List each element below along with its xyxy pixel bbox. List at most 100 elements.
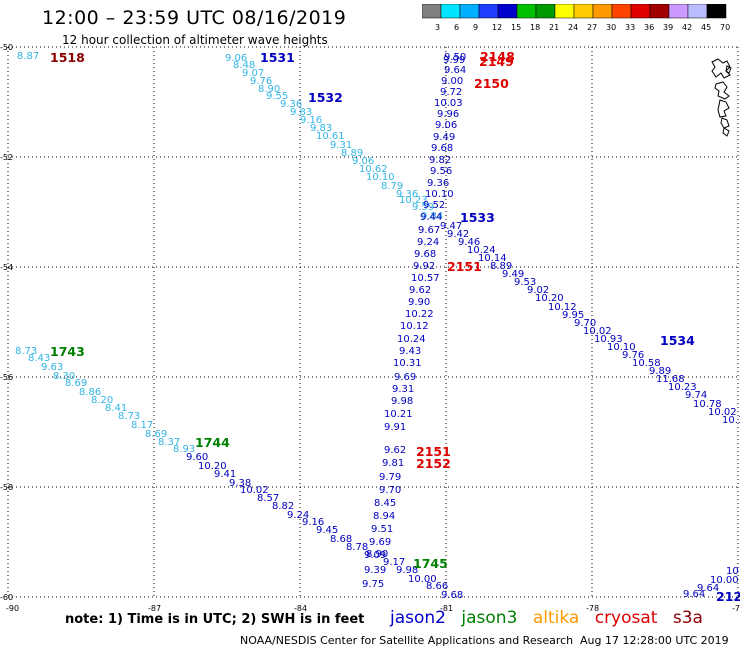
wave-height-value: 8.94 xyxy=(373,511,395,522)
wave-height-value: 9.83 xyxy=(290,107,312,118)
wave-height-value: 10.57 xyxy=(411,273,440,284)
colorbar-swatch xyxy=(706,4,727,19)
wave-height-value: 9.36 xyxy=(427,178,449,189)
wave-height-value: 10.00 xyxy=(408,574,437,585)
pass-label: 2151 xyxy=(416,444,451,459)
legend-cryosat: cryosat xyxy=(594,608,658,628)
credit-text: NOAA/NESDIS Center for Satellite Applica… xyxy=(240,634,574,647)
wave-height-value: 10.3 xyxy=(722,415,740,426)
wave-height-value: 10.02 xyxy=(240,485,269,496)
wave-height-value: 8.69 xyxy=(65,378,87,389)
wave-height-value: 9.24 xyxy=(417,237,439,248)
colorbar-label: 33 xyxy=(625,23,635,32)
wave-height-tracks: 9.068.489.079.768.909.559.369.839.169.83… xyxy=(15,51,740,601)
lat-label: -56 xyxy=(0,373,13,382)
wave-height-value: 8.17 xyxy=(131,420,153,431)
pass-label: 1532 xyxy=(308,90,343,105)
wave-height-value: 9.63 xyxy=(41,362,63,373)
wave-height-value: 9.00 xyxy=(441,76,463,87)
wave-height-value: 9.16 xyxy=(300,115,322,126)
wave-height-value: 9.36 xyxy=(280,99,302,110)
wave-height-value: 10.20 xyxy=(535,293,564,304)
wave-height-value: 9.09 xyxy=(364,550,386,561)
pass-label: 1743 xyxy=(50,344,85,359)
wave-height-value: 10.23 xyxy=(668,382,697,393)
wave-height-value: 9.39 xyxy=(364,565,386,576)
wave-height-value: 8.69 xyxy=(145,429,167,440)
wave-height-value: 9.07 xyxy=(242,68,264,79)
wave-height-value: 10.12 xyxy=(548,302,577,313)
wave-height-value: 10.78 xyxy=(693,399,722,410)
wave-height-value: 8.68 xyxy=(330,534,352,545)
wave-height-value: 9.62 xyxy=(409,285,431,296)
wave-height-value: 10.62 xyxy=(359,164,388,175)
lat-label: -58 xyxy=(0,483,13,492)
pass-label: 1745 xyxy=(413,556,448,571)
wave-height-value: 9.41 xyxy=(214,469,236,480)
wave-height-value: 9.42 xyxy=(447,229,469,240)
wave-height-value: 9.68 xyxy=(414,249,436,260)
footer-note: note: 1) Time is in UTC; 2) SWH is in fe… xyxy=(65,612,365,627)
wave-height-value: 9.79 xyxy=(379,472,401,483)
wave-height-value: 9.50 xyxy=(444,52,466,63)
wave-height-value: 8.66 xyxy=(426,581,448,592)
colorbar-label: 15 xyxy=(511,23,521,32)
wave-height-value: 9.90 xyxy=(408,297,430,308)
wave-height-value: 8.73 xyxy=(118,411,140,422)
wave-height-value: 10.58 xyxy=(632,358,661,369)
wave-height-value: 9.38 xyxy=(229,478,251,489)
wave-height-value: 9.49 xyxy=(433,132,455,143)
wave-height-value: 10.24 xyxy=(467,245,496,256)
legend-jason2: jason2 xyxy=(390,608,446,628)
wave-height-value: 9.02 xyxy=(527,285,549,296)
colorbar-swatch xyxy=(649,4,670,19)
wave-height-value: 9.06 xyxy=(225,53,247,64)
wave-height-value: 8.73 xyxy=(15,346,37,357)
wave-height-value: 10.03 xyxy=(434,98,463,109)
pass-label: 1534 xyxy=(660,333,695,348)
wave-height-value: 10.02 xyxy=(583,326,612,337)
pass-label: 2151 xyxy=(447,259,482,274)
colorbar-swatch xyxy=(422,4,442,19)
lat-label: -50 xyxy=(0,43,13,52)
wave-height-value: 9.43 xyxy=(399,346,421,357)
wave-height-value: 9.49 xyxy=(502,269,524,280)
wave-height-value: 9.62 xyxy=(384,445,406,456)
wave-height-value: 9.55 xyxy=(266,91,288,102)
wave-height-value: 9.59 xyxy=(412,202,434,213)
wave-height-value: 10.21 xyxy=(384,409,413,420)
page-subtitle: 12 hour collection of altimeter wave hei… xyxy=(62,33,328,47)
lon-label: -75 xyxy=(732,604,740,613)
pass-label: 1518 xyxy=(50,50,85,65)
lat-label: -54 xyxy=(0,263,13,272)
colorbar-swatch xyxy=(668,4,689,19)
colorbar-label: 12 xyxy=(492,23,502,32)
wave-height-value: 10.22 xyxy=(405,309,434,320)
page-title: 12:00 – 23:59 UTC 08/16/2019 xyxy=(42,7,347,29)
wave-height-value: 10.24 xyxy=(397,334,426,345)
wave-height-value: 8.82 xyxy=(272,501,294,512)
wave-height-value: 10.31 xyxy=(393,358,422,369)
pass-label: 212 xyxy=(716,589,740,604)
colorbar-swatch xyxy=(440,4,461,19)
colorbar-label: 18 xyxy=(530,23,540,32)
wave-height-value: 9.89 xyxy=(649,366,671,377)
wave-height-value: 10.14 xyxy=(478,253,507,264)
lat-label: -60 xyxy=(0,593,13,602)
colorbar-label: 3 xyxy=(435,23,440,32)
colorbar-swatch xyxy=(535,4,556,19)
colorbar-swatch xyxy=(459,4,480,19)
wave-height-value: 9.64 xyxy=(683,589,705,600)
wave-height-value: 10.93 xyxy=(594,334,623,345)
wave-height-value: 9.36 xyxy=(396,189,418,200)
wave-height-value: 9.95 xyxy=(562,310,584,321)
pass-label: 1744 xyxy=(195,435,230,450)
legend-altika: altika xyxy=(532,608,580,628)
pass-label: 1531 xyxy=(260,50,295,65)
wave-height-value: 8.93 xyxy=(173,444,195,455)
colorbar-swatch xyxy=(687,4,708,19)
wave-height-value: 9.69 xyxy=(369,537,391,548)
wave-height-value: 9.47 xyxy=(440,221,462,232)
colorbar-label: 24 xyxy=(568,23,578,32)
